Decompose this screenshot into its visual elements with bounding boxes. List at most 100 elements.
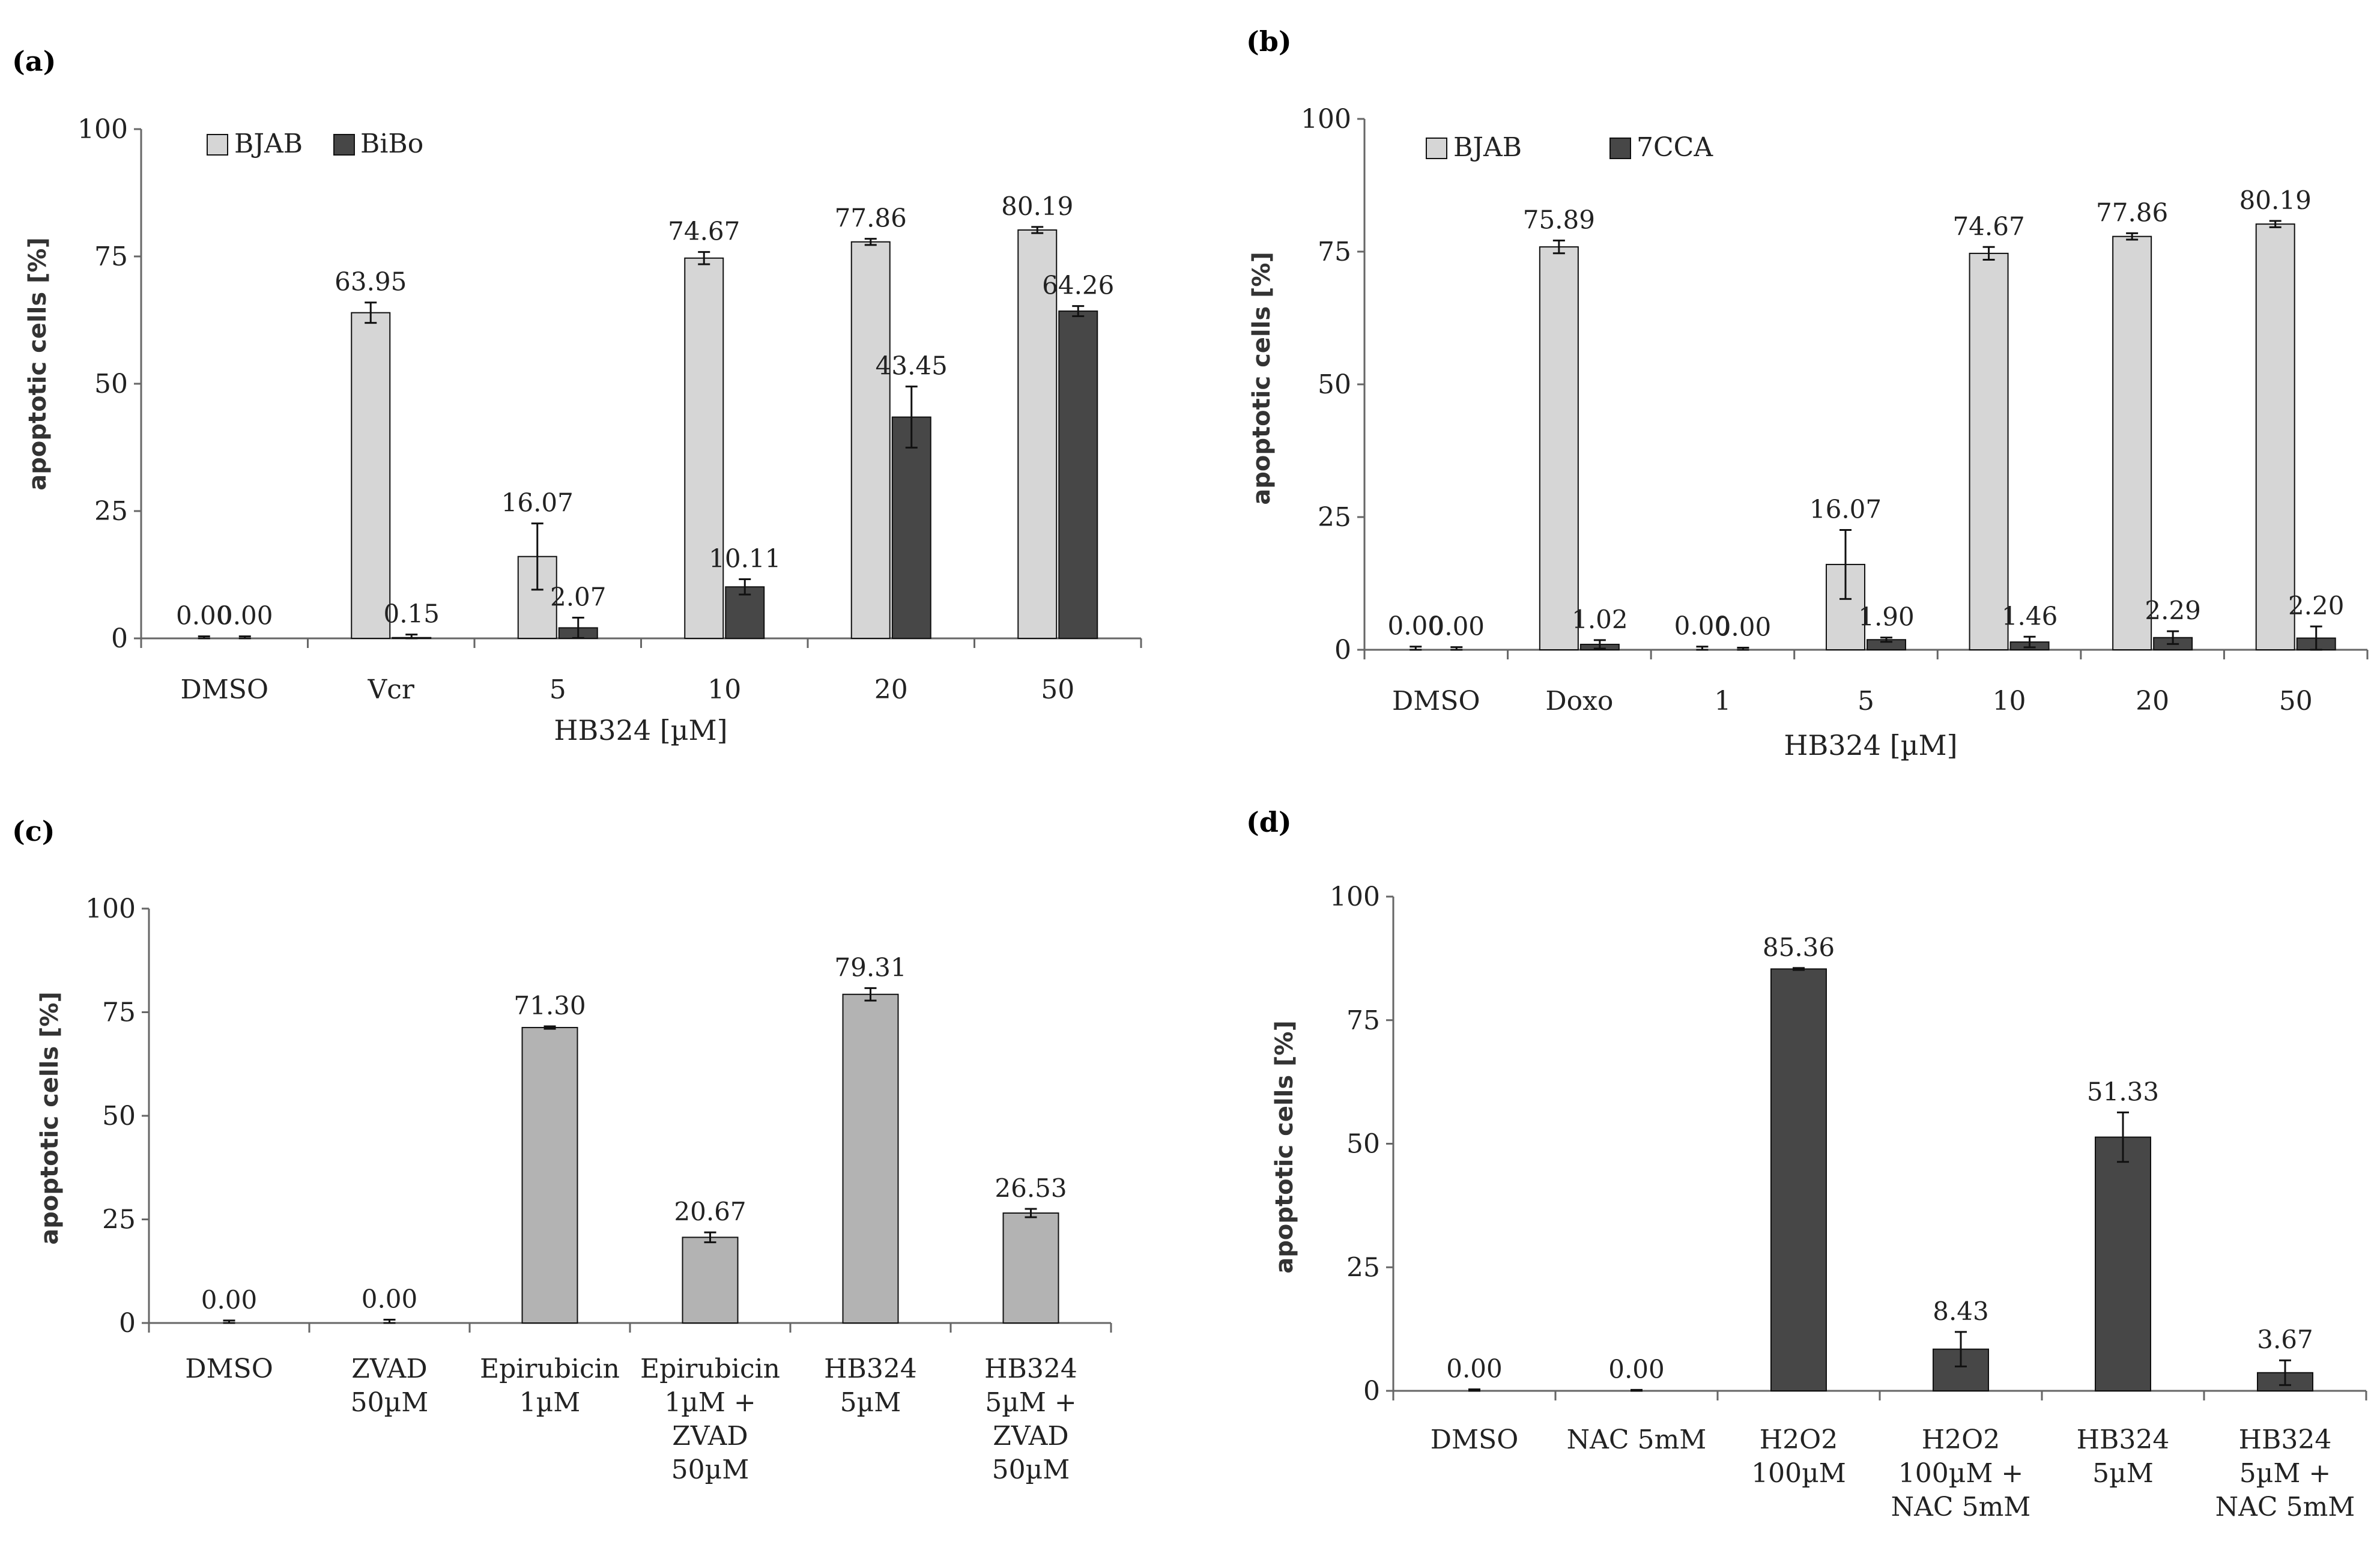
- data-label: 80.19: [2239, 186, 2312, 215]
- data-label: 1.90: [1858, 602, 1915, 632]
- y-tick-label: 50: [94, 369, 128, 399]
- category-label: 50: [2279, 686, 2313, 716]
- category-label: DMSO: [185, 1354, 273, 1384]
- category-label-line: 10: [1993, 686, 2026, 716]
- y-axis-title-d: apoptotic cells [%]: [1271, 1020, 1298, 1273]
- y-tick-label: 75: [102, 997, 136, 1028]
- category-label-line: H2O2: [1760, 1424, 1838, 1455]
- y-tick-label: 50: [1346, 1129, 1380, 1160]
- legend-swatch-7cca: [1609, 138, 1631, 159]
- category-label: 20: [874, 674, 908, 705]
- category-label-line: HB324: [2077, 1424, 2170, 1455]
- panel-label-c: (c): [12, 815, 55, 847]
- category-label: 10: [707, 674, 741, 705]
- category-label-line: Vcr: [368, 674, 415, 705]
- category-label: 5: [1858, 686, 1874, 716]
- data-label: 77.86: [835, 204, 907, 233]
- category-label-line: 50µM: [671, 1455, 749, 1485]
- y-tick-label: 100: [1301, 104, 1351, 135]
- x-axis-title-b: HB324 [µM]: [1784, 729, 1957, 761]
- y-tick-label: 100: [85, 894, 136, 924]
- data-label: 0.00: [176, 601, 232, 631]
- category-label: 5: [550, 674, 566, 705]
- data-label: 0.00: [1674, 611, 1731, 641]
- data-label: 2.07: [550, 582, 607, 611]
- legend-label-bjab: BJAB: [234, 129, 303, 159]
- legend-label-bjab-b: BJAB: [1453, 132, 1522, 163]
- category-label-line: 1: [1714, 686, 1731, 716]
- y-tick-label: 100: [77, 114, 128, 145]
- data-label: 77.86: [2096, 198, 2168, 227]
- data-label: 71.30: [513, 991, 586, 1020]
- x-axis-title-a: HB324 [µM]: [554, 714, 727, 746]
- data-label: 26.53: [995, 1173, 1067, 1203]
- y-tick-label: 75: [1346, 1005, 1380, 1036]
- legend-a: BJAB BiBo: [207, 129, 423, 159]
- data-label: 2.20: [2288, 591, 2345, 620]
- data-label: 0.00: [1608, 1354, 1665, 1384]
- bar-bjab: [850, 241, 891, 639]
- category-label: HB324 5µM: [824, 1354, 917, 1418]
- data-label: 16.07: [501, 488, 574, 518]
- category-label-line: 50: [1041, 674, 1074, 705]
- category-label-line: ZVAD: [351, 1354, 427, 1384]
- data-label: 80.19: [1001, 192, 1073, 221]
- data-label: 63.95: [335, 267, 407, 297]
- data-label: 64.26: [1042, 271, 1114, 300]
- category-label-line: 5µM +: [2239, 1458, 2331, 1489]
- category-label-line: DMSO: [1392, 686, 1480, 716]
- category-label: 1: [1714, 686, 1731, 716]
- y-axis-title-c: apoptotic cells [%]: [36, 991, 64, 1244]
- panel-b: (b) apoptotic cells [%] HB324 [µM] BJAB …: [1246, 25, 2369, 761]
- bar-value: [2095, 1136, 2151, 1391]
- data-label: 0.00: [1715, 612, 1772, 641]
- y-tick-label: 50: [1318, 369, 1351, 400]
- bar-value: [842, 993, 899, 1324]
- y-tick-label: 25: [94, 496, 128, 527]
- category-label: HB324 5µM + ZVAD 50µM: [984, 1354, 1077, 1485]
- category-label: Epirubicin 1µM + ZVAD 50µM: [640, 1354, 780, 1485]
- bar-bibo: [891, 416, 931, 639]
- y-tick-label: 25: [1318, 502, 1351, 533]
- data-label: 10.11: [709, 544, 781, 574]
- bar-bjab: [1969, 252, 2009, 651]
- category-label-line: 50µM: [992, 1455, 1070, 1485]
- category-label: Doxo: [1545, 686, 1613, 716]
- category-label-line: 100µM +: [1898, 1458, 2023, 1489]
- category-label-line: 50µM: [351, 1387, 429, 1418]
- data-label: 8.43: [1933, 1297, 1989, 1326]
- data-label: 85.36: [1763, 933, 1835, 962]
- data-label: 79.31: [834, 952, 906, 982]
- y-tick-label: 25: [102, 1205, 136, 1235]
- category-label-line: 5: [550, 674, 566, 705]
- data-label: 74.67: [668, 217, 740, 246]
- category-label-line: 5: [1858, 686, 1874, 716]
- legend-swatch-bjab-b: [1426, 138, 1447, 159]
- bar-bjab: [2255, 223, 2295, 650]
- y-tick-label: 0: [111, 623, 128, 654]
- y-axis-title-b: apoptotic cells [%]: [1248, 252, 1276, 504]
- category-label-line: 20: [2136, 686, 2169, 716]
- category-label-line: 5µM: [840, 1387, 901, 1418]
- y-tick-label: 25: [1346, 1252, 1380, 1283]
- category-label: HB324 5µM + NAC 5mM: [2215, 1424, 2355, 1522]
- category-label: ZVAD 50µM: [351, 1354, 429, 1418]
- data-label: 20.67: [674, 1197, 746, 1226]
- panel-a: (a) apoptotic cells [%] HB324 [µM] BJAB …: [12, 45, 1142, 746]
- category-label: 50: [1041, 674, 1074, 705]
- category-label-line: NAC 5mM: [2215, 1492, 2355, 1522]
- category-label-line: 5µM +: [985, 1387, 1077, 1418]
- data-label: 16.07: [1809, 494, 1882, 524]
- category-label-line: NAC 5mM: [1891, 1492, 2031, 1522]
- category-label-line: Epirubicin: [640, 1354, 780, 1384]
- category-label-line: 5µM: [2092, 1458, 2154, 1489]
- category-label: 20: [2136, 686, 2169, 716]
- category-label-line: H2O2: [1922, 1424, 2000, 1455]
- legend-label-7cca: 7CCA: [1637, 132, 1713, 163]
- category-label: NAC 5mM: [1567, 1424, 1707, 1455]
- panel-d: (d) apoptotic cells [%] 0 25 50 75 100 DMSO NA…: [1246, 806, 2367, 1522]
- bar-bjab: [351, 312, 391, 639]
- category-label-line: ZVAD: [993, 1421, 1068, 1451]
- bar-bjab: [2112, 235, 2152, 650]
